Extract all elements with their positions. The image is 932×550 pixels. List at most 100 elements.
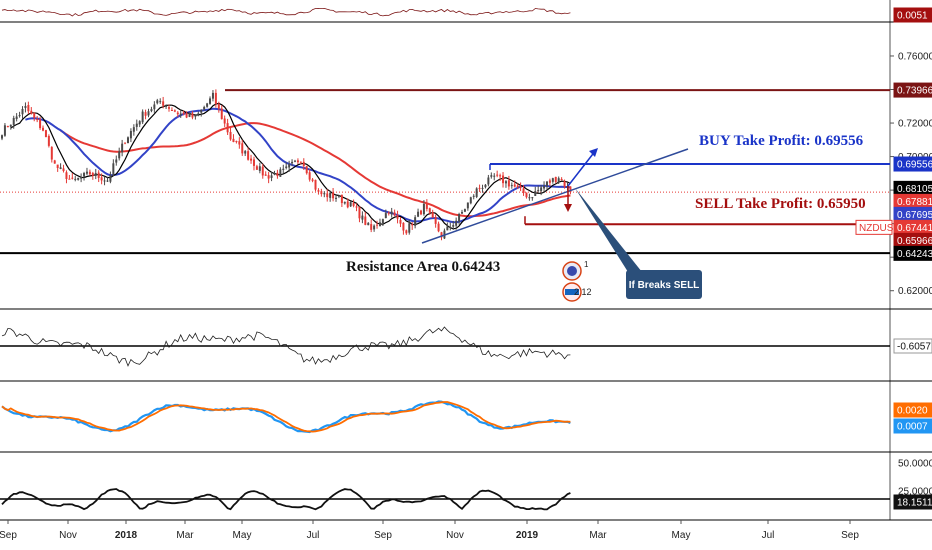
price-tag: 0.69556 [897,160,932,171]
price-tag: 0.67881 [897,197,932,208]
candle-body [437,223,440,232]
time-tick-label: Sep [374,530,392,541]
time-tick-label: Mar [589,530,607,541]
candle-body [12,117,15,125]
candle-body [358,206,361,219]
candle-body [425,203,428,209]
candle-body [440,232,443,238]
candle-body [393,212,396,216]
time-axis: Sep Nov 2018 Mar May Jul Sep Nov 2019 Mar May Jul Se… [0,520,859,541]
candle-body [545,181,548,187]
candle-body [109,174,112,182]
candle-body [364,216,367,225]
candle-body [141,111,144,123]
candle-body [97,172,100,178]
candle-body [147,111,150,116]
candle-body [214,92,217,104]
candle-body [85,171,88,174]
candle-body [121,143,124,153]
candle-body [528,197,531,199]
adx-line [1,488,571,511]
candle-body [446,226,449,231]
candle-body [211,92,214,99]
macd-signal-line [1,401,571,433]
callout-text: If Breaks SELL [629,280,700,291]
candle-body [173,110,176,112]
candle-body [507,180,510,187]
price-tag-bg [893,245,932,261]
candle-body [80,176,83,179]
candle-body [411,224,414,226]
candle-body [279,169,282,177]
candle-body [282,168,285,170]
candle-body [434,217,437,224]
candle-body [405,230,408,234]
macd-line [1,400,571,434]
candle-body [258,166,261,171]
candle-body [138,121,141,125]
candle-body [490,175,493,177]
macd-panel [1,400,571,434]
candle-body [463,209,466,212]
candle-body [150,109,153,112]
time-tick-label: 2019 [516,530,539,541]
candle-body [487,177,490,185]
candle-body [56,164,59,168]
candle-body [112,163,115,176]
event-count-bottom: 2 12 [574,287,592,297]
price-tick-label: 0.62000 [898,286,932,297]
candle-body [343,201,346,204]
cci-value-tag-bg [893,338,932,354]
candle-body [6,125,9,128]
candle-body [65,172,68,179]
candle-body [182,112,185,114]
candle-body [493,175,496,177]
candle-body [188,113,191,117]
candle-body [291,161,294,164]
moving-averages [10,102,571,230]
candle-body [50,147,53,160]
time-tick-label: May [672,530,691,541]
candle-body [244,151,247,154]
time-tick-label: Sep [841,530,859,541]
candle-body [516,185,519,187]
time-tick-label: Nov [446,530,464,541]
adx-tick-label: 50.0000 [898,459,932,470]
candle-body [349,202,352,207]
candle-body [329,192,332,198]
candle-body [557,178,560,183]
candle-body [352,203,355,206]
price-tag: 0.64243 [897,249,932,260]
event-count-top: 1 [584,260,589,269]
candle-body [522,188,525,194]
candle-body [472,195,475,197]
candle-body [337,195,340,197]
candle-body [276,172,279,177]
price-tag-bg [893,82,932,98]
candle-body [525,192,528,198]
candle-body [323,193,326,195]
candle-body [390,211,393,215]
candle-body [170,109,173,111]
time-tick-label: Mar [176,530,194,541]
candle-body [217,103,220,109]
candle-body [299,161,302,163]
buy-arrow-line [567,149,597,187]
candle-body [475,188,478,197]
candle-body [458,214,461,222]
callout-box [626,270,702,299]
candle-body [59,167,62,169]
candle-body [267,175,270,179]
resistance-area-label: Resistance Area 0.64243 [346,259,500,275]
candle-body [305,166,308,174]
candle-body [264,174,267,176]
candle-body [1,135,3,139]
candle-body [235,141,238,143]
candle-body [62,168,65,172]
candle-body [384,213,387,219]
economic-event-icons[interactable]: 1 2 12 [562,260,592,302]
candle-body [499,175,502,177]
candle-body [510,185,513,187]
candle-body [540,187,543,192]
